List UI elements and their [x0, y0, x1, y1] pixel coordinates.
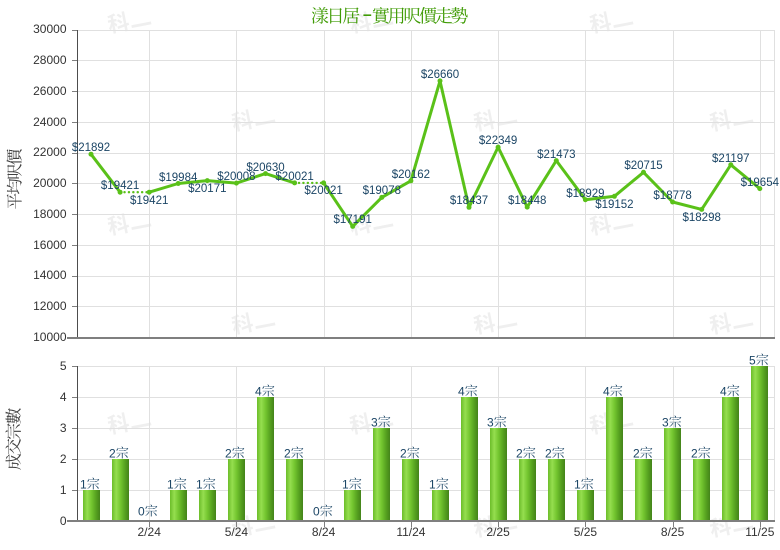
svg-text:1: 1: [574, 477, 581, 491]
svg-text:2: 2: [109, 446, 116, 460]
svg-text:2: 2: [691, 446, 698, 460]
svg-text:4: 4: [603, 384, 610, 398]
svg-text:1: 1: [342, 477, 349, 491]
svg-text:1: 1: [196, 477, 203, 491]
svg-text:1: 1: [167, 477, 174, 491]
svg-text:3: 3: [662, 415, 669, 429]
svg-text:5: 5: [749, 353, 756, 367]
svg-text:2: 2: [284, 446, 291, 460]
svg-text:2: 2: [545, 446, 552, 460]
svg-text:1: 1: [80, 477, 87, 491]
svg-text:3: 3: [487, 415, 494, 429]
svg-text:2: 2: [633, 446, 640, 460]
svg-text:3: 3: [371, 415, 378, 429]
svg-text:2: 2: [225, 446, 232, 460]
svg-text:4: 4: [458, 384, 465, 398]
svg-text:1: 1: [429, 477, 436, 491]
svg-text:0: 0: [138, 504, 145, 518]
svg-text:2: 2: [516, 446, 523, 460]
svg-text:4: 4: [720, 384, 727, 398]
svg-text:0: 0: [313, 504, 320, 518]
svg-text:4: 4: [255, 384, 262, 398]
svg-text:2: 2: [400, 446, 407, 460]
